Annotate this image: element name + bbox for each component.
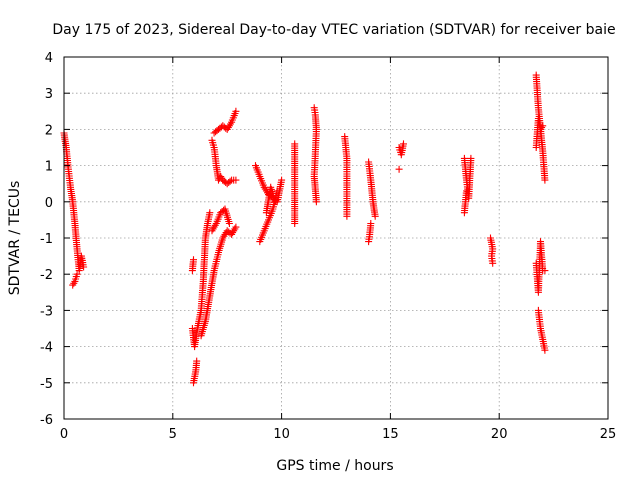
x-tick-labels: 0 5 10 15 20 25 xyxy=(60,427,616,442)
x-tick-label: 5 xyxy=(169,427,177,442)
y-tick-label: -3 xyxy=(40,304,53,319)
data-point xyxy=(190,256,197,264)
y-tick-label: 3 xyxy=(45,87,53,102)
data-point xyxy=(395,165,403,173)
data-point xyxy=(371,212,379,220)
data-point xyxy=(232,176,240,184)
x-tick-label: 15 xyxy=(382,427,399,442)
data-point xyxy=(273,187,281,195)
y-tick-label: -6 xyxy=(40,413,53,428)
y-tick-label: -2 xyxy=(40,268,53,283)
data-point xyxy=(343,212,351,220)
data-points xyxy=(60,71,549,387)
chart-title: Day 175 of 2023, Sidereal Day-to-day VTE… xyxy=(52,22,615,38)
data-point xyxy=(70,279,78,287)
data-point xyxy=(541,176,549,184)
y-axis-label: SDTVAR / TECUs xyxy=(7,181,23,296)
data-point xyxy=(226,177,234,185)
data-point xyxy=(463,187,471,195)
y-tick-label: 2 xyxy=(45,123,53,138)
grid-lines xyxy=(64,57,608,419)
data-point xyxy=(541,346,549,354)
x-tick-label: 0 xyxy=(60,427,68,442)
data-point xyxy=(541,267,549,275)
y-tick-label: 4 xyxy=(45,51,53,66)
data-point xyxy=(278,176,286,184)
data-point xyxy=(206,209,214,217)
axis-ticks xyxy=(63,56,609,420)
data-point xyxy=(232,223,240,231)
data-point xyxy=(467,154,475,162)
data-point xyxy=(291,220,299,227)
data-point xyxy=(489,259,497,267)
x-tick-label: 10 xyxy=(273,427,290,442)
x-tick-label: 20 xyxy=(491,427,508,442)
data-point xyxy=(539,122,547,130)
y-tick-label: 0 xyxy=(45,196,53,211)
y-tick-label: -1 xyxy=(40,232,53,247)
data-point xyxy=(193,357,201,365)
x-tick-label: 25 xyxy=(600,427,617,442)
data-point xyxy=(312,198,320,206)
data-point xyxy=(400,140,407,148)
y-tick-label: 1 xyxy=(45,160,53,175)
data-point xyxy=(271,198,279,206)
y-tick-label: -4 xyxy=(40,341,53,356)
data-point xyxy=(225,220,233,227)
data-point xyxy=(80,263,88,271)
y-tick-label: -5 xyxy=(40,377,53,392)
x-axis-label: GPS time / hours xyxy=(276,458,393,474)
y-tick-labels: -6 -5 -4 -3 -2 -1 0 1 2 3 4 xyxy=(40,51,53,428)
data-point xyxy=(232,107,240,115)
data-point xyxy=(73,270,81,278)
data-point xyxy=(367,220,375,227)
